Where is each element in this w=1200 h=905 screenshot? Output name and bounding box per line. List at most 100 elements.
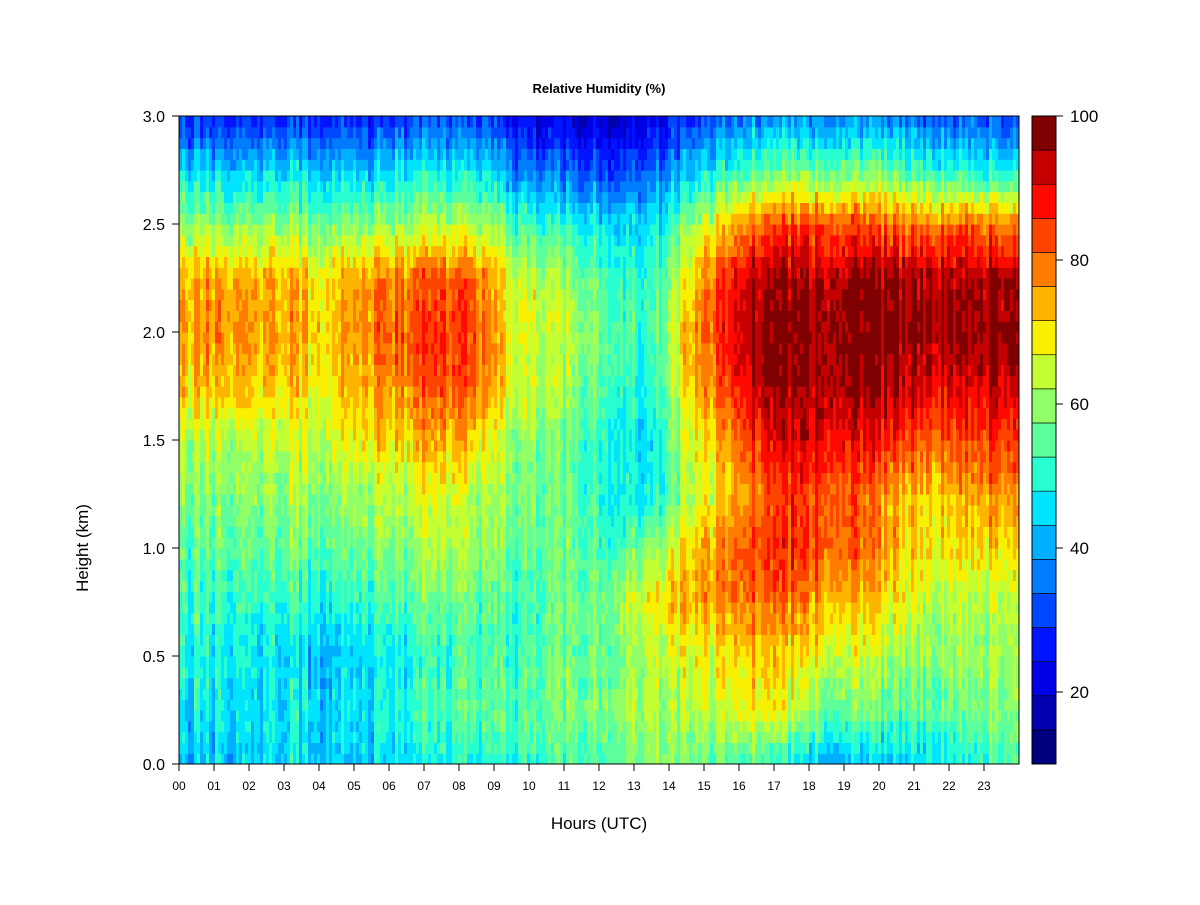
heatmap-cell [191,548,195,560]
heatmap-cell [284,170,288,182]
heatmap-cell [218,202,222,214]
heatmap-cell [293,753,297,764]
heatmap-cell [263,699,267,711]
heatmap-cell [218,332,222,344]
heatmap-cell [197,116,201,128]
heatmap-cell [248,742,252,754]
heatmap-cell [260,569,264,581]
heatmap-cell [269,645,273,657]
heatmap-cell [185,148,189,160]
heatmap-cell [236,224,240,236]
heatmap-cell [188,299,192,311]
heatmap-cell [188,548,192,560]
heatmap-cell [233,623,237,635]
heatmap-cell [266,602,270,614]
heatmap-cell [260,472,264,484]
heatmap-cell [185,720,189,733]
heatmap-cell [230,116,234,128]
heatmap-cell [230,537,234,549]
heatmap-cell [230,440,234,452]
heatmap-cell [182,731,186,743]
heatmap-cell [272,580,276,592]
heatmap-cell [257,170,261,182]
heatmap-cell [221,602,225,614]
heatmap-cell [242,202,246,214]
heatmap-cell [239,288,243,301]
heatmap-cell [254,612,258,625]
heatmap-cell [272,224,276,236]
heatmap-cell [194,580,198,592]
heatmap-cell [179,310,183,322]
heatmap-cell [215,321,219,333]
heatmap-cell [266,418,270,430]
heatmap-cell [200,504,204,517]
heatmap-cell [212,548,216,560]
heatmap-cell [254,710,258,722]
heatmap-cell [257,580,261,592]
heatmap-cell [224,213,228,225]
heatmap-cell [224,342,228,355]
heatmap-cell [230,602,234,614]
heatmap-cell [278,548,282,560]
heatmap-cell [254,580,258,592]
heatmap-cell [182,321,186,333]
heatmap-cell [251,159,255,171]
heatmap-cell [188,170,192,182]
heatmap-cell [284,321,288,333]
heatmap-cell [221,677,225,689]
heatmap-cell [206,569,210,581]
heatmap-cell [209,494,213,506]
heatmap-cell [269,234,273,247]
heatmap-cell [221,753,225,764]
heatmap-cell [278,310,282,322]
heatmap-cell [188,245,192,257]
heatmap-cell [224,548,228,560]
heatmap-cell [278,710,282,722]
heatmap-cell [185,407,189,419]
heatmap-cell [209,688,213,700]
heatmap-cell [224,450,228,463]
heatmap-cell [227,191,231,203]
heatmap-cell [191,753,195,764]
heatmap-cell [197,526,201,538]
heatmap-cell [182,418,186,430]
heatmap-cell [209,191,213,203]
heatmap-cell [284,602,288,614]
heatmap-cell [236,364,240,376]
heatmap-cell [251,494,255,506]
heatmap-cell [263,461,267,473]
heatmap-cell [215,558,219,571]
heatmap-cell [188,386,192,398]
heatmap-cell [212,699,216,711]
heatmap-cell [242,353,246,365]
heatmap-cell [266,224,270,236]
heatmap-cell [233,483,237,495]
heatmap-cell [191,720,195,733]
heatmap-cell [230,612,234,625]
heatmap-cell [251,537,255,549]
heatmap-cell [191,148,195,160]
heatmap-cell [245,310,249,322]
heatmap-cell [197,720,201,733]
heatmap-cell [230,731,234,743]
heatmap-cell [248,288,252,301]
heatmap-cell [269,558,273,571]
heatmap-cell [227,753,231,764]
heatmap-cell [284,504,288,517]
heatmap-cell [290,224,294,236]
heatmap-cell [185,278,189,290]
heatmap-cell [200,191,204,203]
heatmap-cell [263,375,267,387]
heatmap-cell [260,558,264,571]
heatmap-cell [275,418,279,430]
heatmap-cell [188,116,192,128]
heatmap-cell [212,753,216,764]
heatmap-cell [245,753,249,764]
heatmap-cell [248,753,252,764]
heatmap-cell [260,461,264,473]
heatmap-cell [197,310,201,322]
heatmap-cell [218,267,222,279]
heatmap-cell [191,396,195,409]
heatmap-cell [182,342,186,355]
heatmap-cell [281,353,285,365]
